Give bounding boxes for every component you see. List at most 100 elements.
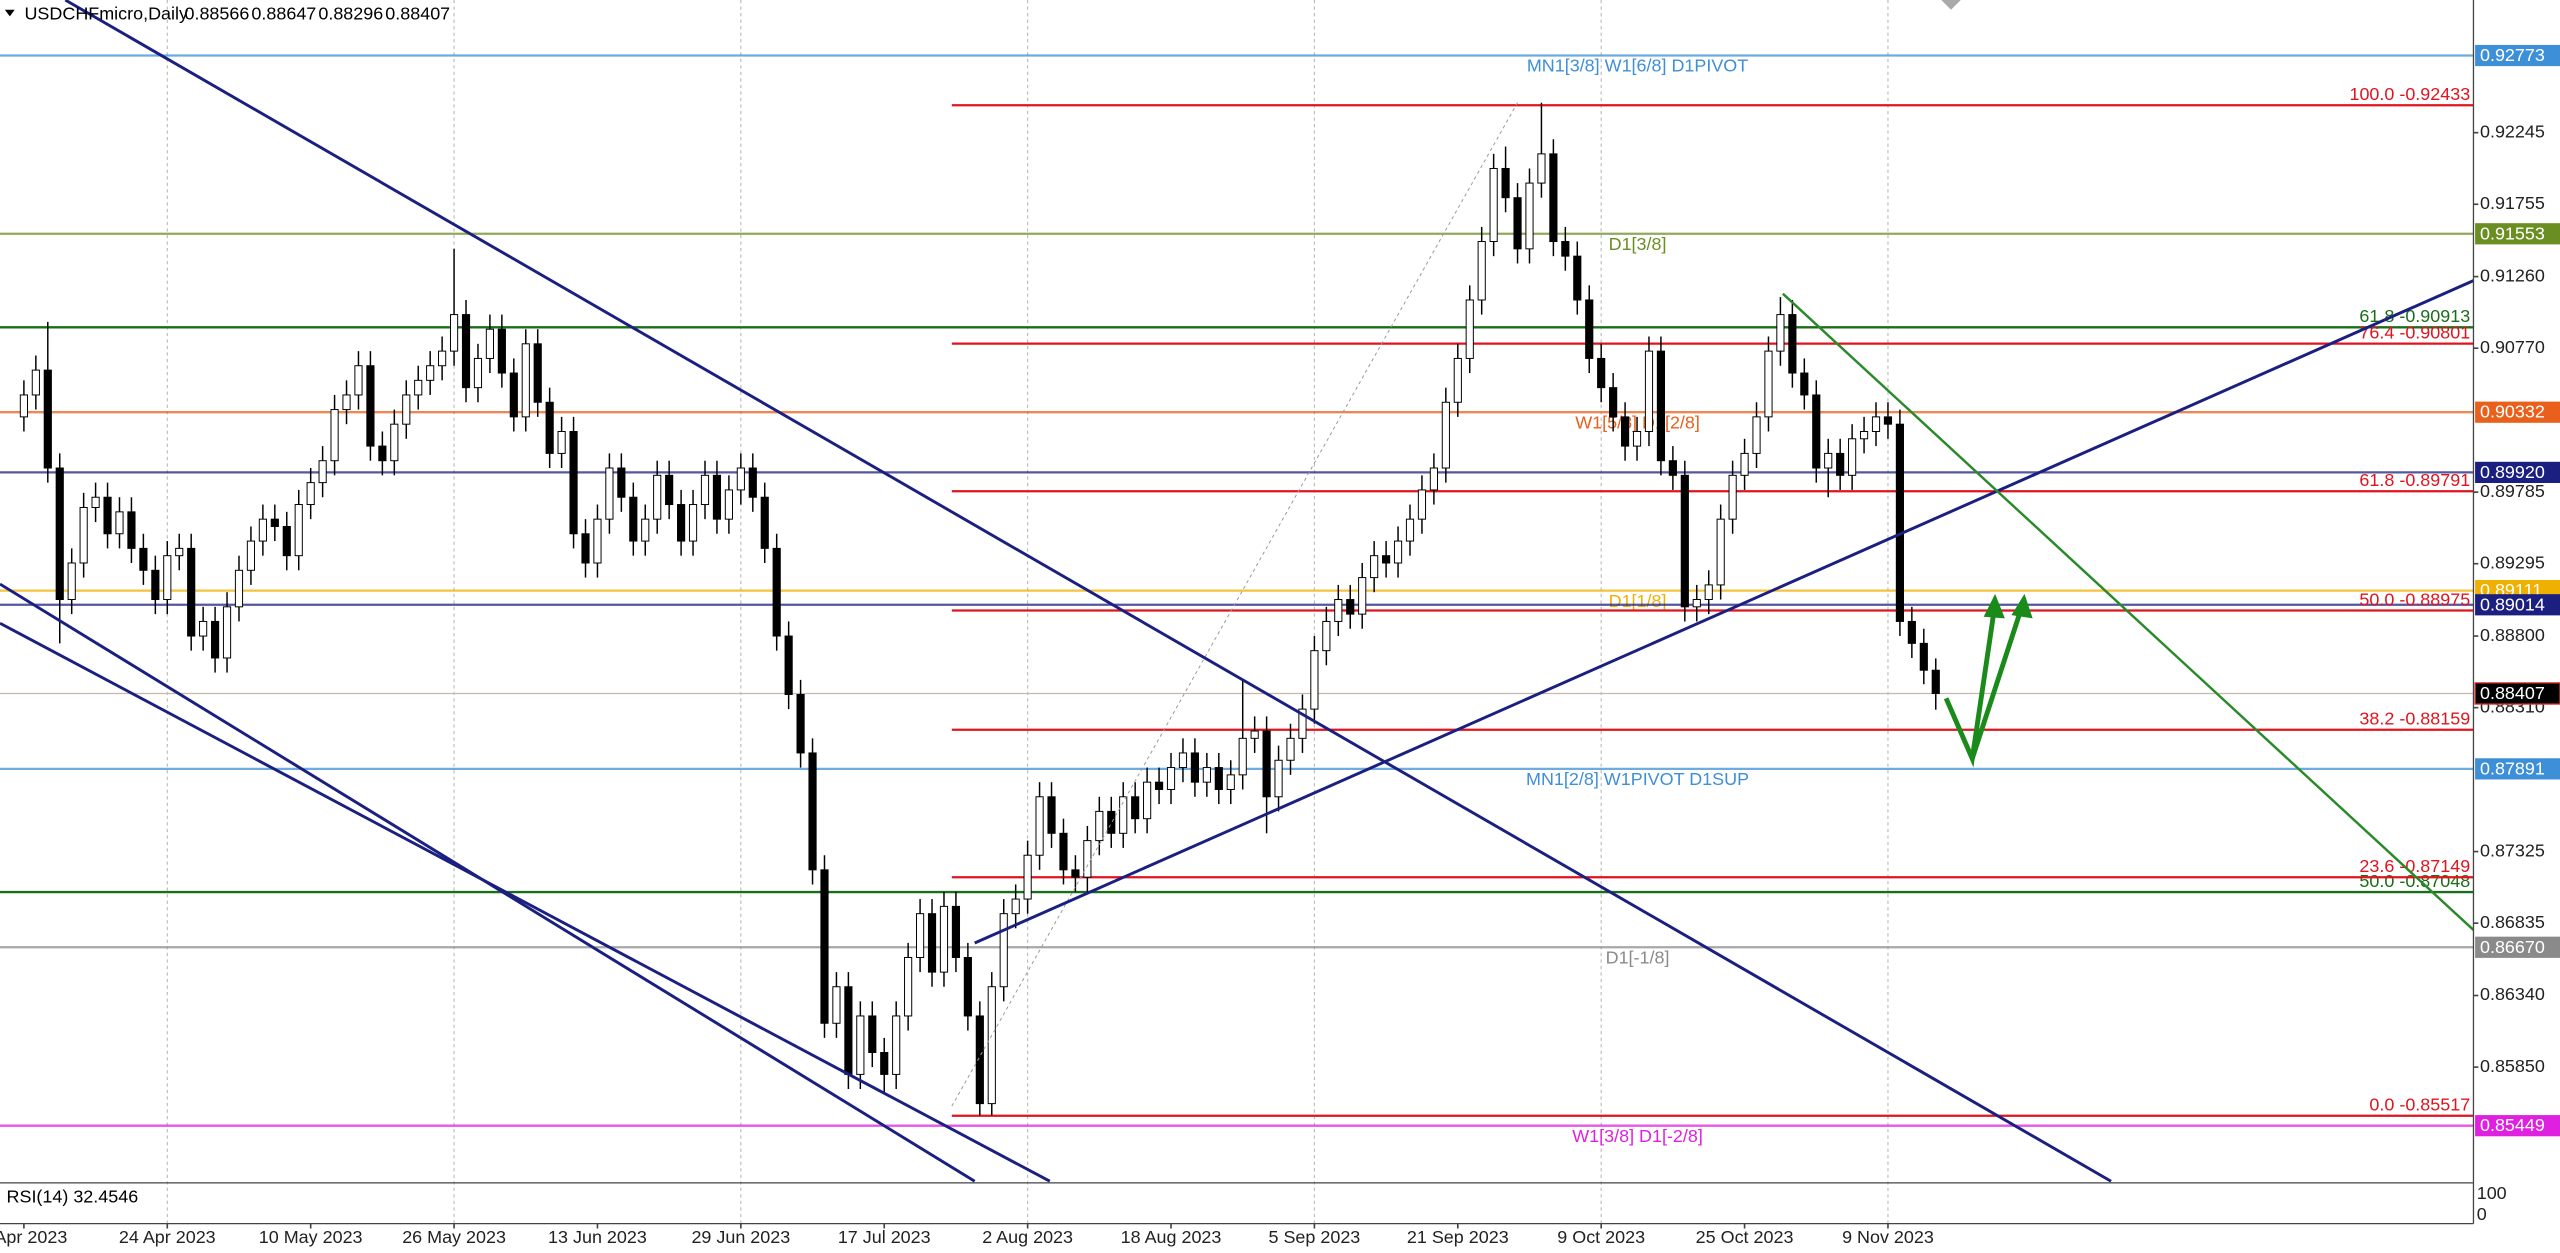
candle-body (19, 394, 28, 418)
level-text: D1[3/8] (1609, 234, 1667, 254)
candle-body (402, 394, 411, 425)
candle-body (438, 350, 447, 367)
candle-body (1119, 796, 1128, 834)
candle-body (1358, 577, 1367, 615)
header-open: 0.88566 (184, 3, 249, 23)
candle-body (1238, 737, 1247, 776)
level-box (2475, 758, 2560, 780)
candle-body (1059, 832, 1068, 871)
candle-body (91, 496, 100, 508)
y-tick-label: 0.91755 (2480, 193, 2545, 213)
x-tick-label: 24 Apr 2023 (119, 1227, 216, 1247)
candle-body (1656, 350, 1666, 462)
level-text: D1[-1/8] (1606, 947, 1670, 967)
candle-body (366, 365, 375, 447)
candle-body (1776, 314, 1785, 352)
level-box-label: 0.92773 (2480, 45, 2545, 65)
candle-body (318, 460, 327, 484)
rsi-label: RSI(14) 32.4546 (7, 1186, 139, 1206)
candle-body (1800, 372, 1809, 396)
candle-body (1393, 540, 1403, 564)
candle-body (904, 957, 913, 1017)
candle-body (1298, 708, 1307, 739)
candle-body (521, 343, 530, 418)
candle-body (1871, 416, 1881, 432)
candle-body (1848, 438, 1857, 476)
candle-body (67, 562, 76, 601)
y-tick-label: 0.89785 (2480, 481, 2545, 501)
level-box-label: 0.89920 (2480, 462, 2545, 482)
candle-body (211, 620, 220, 659)
candle-body (1788, 314, 1797, 374)
candle-body (975, 1015, 984, 1105)
level-box (2475, 1115, 2560, 1137)
rsi-tick-label: 100 (2477, 1183, 2507, 1203)
candle-body (987, 986, 996, 1105)
candle-layer (19, 102, 1940, 1116)
candle-body (700, 474, 710, 506)
candle-body (1620, 416, 1630, 447)
axis-layer: 0.92245 0.91755 0.91260 0.90770 0.89785 0.892… (0, 44, 2560, 1247)
candle-body (222, 606, 232, 659)
candle-body (927, 913, 937, 973)
candle-body (449, 314, 459, 352)
level-box-label: 0.91553 (2480, 223, 2545, 243)
level-text: D1[1/8] (1609, 591, 1667, 611)
candle-body (1262, 730, 1271, 798)
candle-body (509, 372, 518, 418)
candle-body (1585, 299, 1594, 359)
candle-body (1417, 489, 1427, 520)
candle-body (939, 905, 949, 973)
current-price-box (2474, 682, 2560, 705)
candle-body (1429, 467, 1438, 491)
candle-body (175, 547, 184, 557)
arrow (1969, 602, 2026, 760)
candle-body (1644, 350, 1654, 432)
x-tick-label: 18 Aug 2023 (1121, 1227, 1222, 1247)
candle-body (653, 474, 662, 520)
trend-line (1782, 292, 2475, 931)
candle-body (1071, 869, 1080, 878)
candle-body (1334, 599, 1343, 622)
candle-body (1859, 430, 1869, 440)
trend-line (0, 621, 1051, 1183)
candle-body (461, 314, 471, 389)
level-text: MN1[2/8] W1PIVOT D1SUP (1526, 769, 1749, 789)
level-box-label: 0.89014 (2480, 594, 2545, 614)
x-tick-label: 21 Sep 2023 (1407, 1227, 1509, 1247)
fib-label: 38.2 -0.88159 (2359, 709, 2470, 729)
marker (1941, 0, 1961, 10)
candle-body (748, 467, 757, 498)
y-tick-label: 0.86835 (2480, 912, 2545, 932)
candle-body (127, 511, 136, 549)
candle-body (569, 430, 578, 535)
candle-body (270, 518, 279, 527)
y-tick-label: 0.87325 (2480, 840, 2545, 860)
grid-layer (166, 0, 1889, 1224)
candle-body (916, 913, 925, 958)
candle-body (1597, 357, 1606, 389)
candle-body (951, 905, 961, 958)
candle-body (1919, 642, 1928, 671)
candle-body (1728, 474, 1737, 520)
y-tick-label: 0.85850 (2480, 1056, 2545, 1076)
candle-body (724, 489, 733, 520)
candle-body (282, 525, 291, 557)
candle-body (294, 504, 303, 557)
candle-body (414, 379, 423, 396)
level-box-label: 0.86670 (2480, 937, 2545, 957)
candle-body (1190, 752, 1199, 783)
price-axis-bg (2473, 0, 2560, 1253)
fib-baseline (951, 100, 1519, 1107)
candle-body (378, 445, 387, 462)
candle-body (1274, 759, 1283, 798)
fib-label: 61.8 -0.89791 (2359, 470, 2470, 490)
candle-body (1346, 599, 1355, 615)
candle-body (581, 533, 590, 564)
candle-body (665, 474, 674, 506)
candle-body (1405, 518, 1415, 542)
candle-body (1501, 167, 1510, 199)
header-close: 0.88407 (385, 3, 450, 23)
candle-body (1322, 620, 1331, 652)
